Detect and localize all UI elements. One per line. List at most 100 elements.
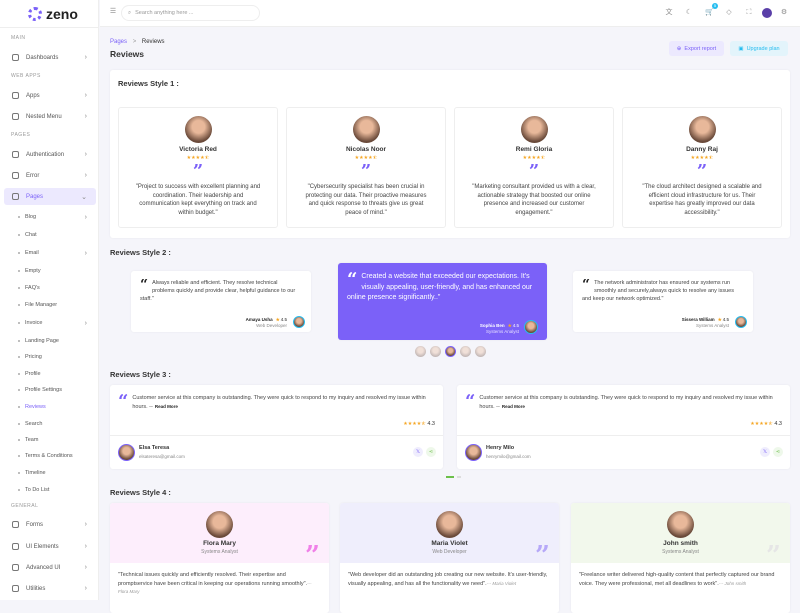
upgrade-label: Upgrade plan (746, 45, 780, 52)
avatar (353, 116, 380, 143)
sidebar-item-label: Profile Settings (25, 387, 62, 393)
sidebar-item-label: Email (25, 250, 39, 256)
menu-icon (12, 543, 19, 550)
export-report-button[interactable]: ⊕ Export report (669, 41, 724, 56)
gear-icon[interactable]: ⚙ (780, 9, 788, 16)
share-button[interactable]: ⋖ (426, 447, 436, 457)
sidebar-item-chat[interactable]: Chat (4, 228, 96, 242)
sidebar-item-label: FAQ's (25, 285, 40, 291)
rating-stars: ★★★★⯪ (354, 155, 378, 161)
sidebar-item-forms[interactable]: Forms › (4, 516, 96, 533)
sidebar-item-profile[interactable]: Profile (4, 367, 96, 381)
review-text: “The network administrator has ensured o… (582, 279, 743, 303)
testimonial-card[interactable]: “Always reliable and efficient. They res… (131, 271, 311, 332)
export-label: Export report (684, 45, 717, 52)
upgrade-plan-button[interactable]: ▣ Upgrade plan (730, 41, 788, 56)
sidebar-item-file-manager[interactable]: File Manager (4, 298, 96, 312)
cart-icon[interactable]: 🛒 (705, 9, 714, 16)
review-text: "Freelance writer delivered high-quality… (579, 571, 780, 588)
sidebar-item-search[interactable]: Search (4, 417, 96, 431)
bullet-icon (18, 234, 20, 236)
review-author: --- Flora Mary (118, 580, 312, 595)
sidebar-item-reviews[interactable]: Reviews (4, 400, 96, 414)
read-more-link[interactable]: Read More (501, 403, 525, 409)
carousel-thumb[interactable] (475, 346, 486, 357)
sidebar-item-dashboards[interactable]: Dashboards › (4, 49, 96, 66)
quote-icon: “ (347, 272, 358, 288)
sidebar-item-invoice[interactable]: Invoice › (4, 316, 96, 330)
bullet-icon (18, 216, 20, 218)
sidebar-item-email[interactable]: Email › (4, 246, 96, 260)
x-share-button[interactable]: 𝕏 (760, 447, 770, 457)
rating-stars: ★★★★⯪ (186, 155, 210, 161)
reviewer-email: henrymilo@gmail.com (486, 454, 531, 459)
fullscreen-icon[interactable]: ⛶ (746, 9, 752, 16)
sidebar-item-faq-s[interactable]: FAQ's (4, 281, 96, 295)
sidebar-item-blog[interactable]: Blog › (4, 210, 96, 224)
avatar (735, 316, 747, 328)
rating-stars: ★★★★⯪ (522, 155, 546, 161)
carousel-thumb[interactable] (430, 346, 441, 357)
sidebar-item-nested-menu[interactable]: Nested Menu › (4, 108, 96, 125)
avatar[interactable] (762, 8, 772, 18)
sidebar-item-label: Profile (25, 371, 41, 377)
pagination-dot[interactable] (457, 476, 461, 478)
chevron-right-icon: › (84, 319, 87, 327)
sidebar-item-label: Dashboards (26, 54, 59, 61)
review-text: “Always reliable and efficient. They res… (140, 279, 301, 303)
sidebar-item-label: Advanced UI (26, 564, 61, 571)
pagination-dot-active[interactable] (446, 476, 454, 478)
sidebar-item-error[interactable]: Error › (4, 167, 96, 184)
rating-value: 4.3 (427, 421, 435, 427)
sidebar-item-apps[interactable]: Apps › (4, 87, 96, 104)
sidebar-item-pricing[interactable]: Pricing (4, 350, 96, 364)
sidebar-item-ui-elements[interactable]: UI Elements › (4, 538, 96, 555)
menu-toggle-icon[interactable]: ☰ (109, 8, 117, 15)
chevron-right-icon: › (84, 113, 87, 120)
sidebar-item-utilities[interactable]: Utilities › (4, 580, 96, 597)
bell-icon[interactable]: ◇ (726, 9, 732, 16)
share-button[interactable]: ⋖ (773, 447, 783, 457)
sidebar-item-label: Apps (26, 92, 40, 99)
search-input[interactable]: ⌕ Search anything here ... (121, 5, 260, 21)
sidebar-item-pages[interactable]: Pages ⌄ (4, 188, 96, 205)
menu-icon (12, 564, 19, 571)
sidebar-item-landing-page[interactable]: Landing Page (4, 334, 96, 348)
carousel-thumb[interactable] (445, 346, 456, 357)
translate-icon[interactable]: 文 (665, 9, 673, 16)
avatar (293, 316, 305, 328)
sidebar-item-advanced-ui[interactable]: Advanced UI › (4, 559, 96, 576)
star-icon: ★ (275, 317, 280, 322)
moon-icon[interactable]: ☾ (685, 9, 693, 16)
sidebar-item-label: Pages (26, 193, 44, 200)
sidebar-item-profile-settings[interactable]: Profile Settings (4, 383, 96, 397)
sidebar-item-terms-conditions[interactable]: Terms & Conditions (4, 449, 96, 463)
sidebar-item-to-do-list[interactable]: To Do List (4, 483, 96, 497)
reviewer-info: Sissera William ★4.5 Systems Analyst (682, 317, 729, 328)
header: ☰ ⌕ Search anything here ... 文 ☾ 🛒 5 ◇ ⛶ … (100, 0, 800, 27)
read-more-link[interactable]: Read More (154, 403, 178, 409)
breadcrumb-pages[interactable]: Pages (110, 39, 128, 45)
sidebar-item-authentication[interactable]: Authentication › (4, 146, 96, 163)
review-text: “Customer service at this company is out… (465, 394, 782, 411)
sidebar-item-label: Terms & Conditions (25, 453, 73, 459)
sidebar-item-empty[interactable]: Empty (4, 264, 96, 278)
rating-value: 4.5 (512, 323, 519, 328)
testimonial-card[interactable]: “Created a website that exceeded our exp… (338, 263, 547, 340)
carousel-thumb[interactable] (415, 346, 426, 357)
sidebar-item-timeline[interactable]: Timeline (4, 466, 96, 480)
avatar (689, 116, 716, 143)
sidebar-item-team[interactable]: Team (4, 433, 96, 447)
quote-icon: “ (118, 394, 129, 409)
review-text: "Project to success with excellent plann… (135, 184, 261, 216)
review-author: --- John smith (718, 580, 747, 586)
reviewer-info: Sophia Ben ★4.5 Systems Analyst (480, 323, 519, 334)
logo[interactable]: zeno (28, 6, 78, 22)
testimonial-card[interactable]: “The network administrator has ensured o… (573, 271, 753, 332)
quote-icon: “ (465, 394, 476, 409)
chevron-right-icon: › (84, 249, 87, 257)
carousel-thumb[interactable] (460, 346, 471, 357)
x-share-button[interactable]: 𝕏 (413, 447, 423, 457)
chevron-right-icon: › (84, 585, 87, 592)
quote-icon: ” (360, 163, 372, 180)
